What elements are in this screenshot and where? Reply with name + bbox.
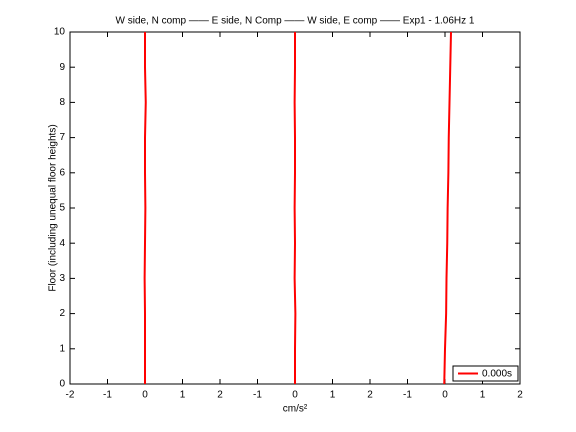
x-tick-label: 2 [367, 390, 373, 401]
y-tick-label: 0 [59, 379, 65, 390]
x-tick-label: -1 [403, 390, 412, 401]
y-tick-label: 9 [59, 62, 65, 73]
x-tick-label: -1 [103, 390, 112, 401]
data-line [293, 32, 297, 384]
legend-label: 0.000s [482, 369, 512, 380]
y-tick-label: 4 [59, 238, 65, 249]
y-tick-label: 6 [59, 167, 65, 178]
y-tick-label: 8 [59, 97, 65, 108]
x-tick-label: 1 [330, 390, 336, 401]
data-line [443, 31, 452, 385]
x-tick-label: -2 [66, 390, 75, 401]
x-tick-label: 0 [142, 390, 148, 401]
x-tick-label: 2 [517, 390, 523, 401]
data-line [143, 32, 147, 384]
y-tick-label: 7 [59, 132, 65, 143]
x-tick-label: -1 [253, 390, 262, 401]
x-tick-label: 1 [480, 390, 486, 401]
y-tick-label: 2 [59, 308, 65, 319]
x-axis-label: cm/s² [283, 404, 308, 415]
x-tick-label: 1 [180, 390, 186, 401]
x-tick-label: 2 [217, 390, 223, 401]
y-tick-label: 3 [59, 273, 65, 284]
y-tick-label: 1 [59, 343, 65, 354]
chart-title: W side, N comp —— E side, N Comp —— W si… [116, 16, 475, 27]
x-tick-label: 0 [292, 390, 298, 401]
y-tick-label: 5 [59, 203, 65, 214]
y-tick-label: 10 [54, 27, 66, 38]
legend-box [452, 365, 519, 382]
x-tick-label: 0 [442, 390, 448, 401]
y-axis-label: Floor (including unequal floor heights) [48, 124, 59, 291]
